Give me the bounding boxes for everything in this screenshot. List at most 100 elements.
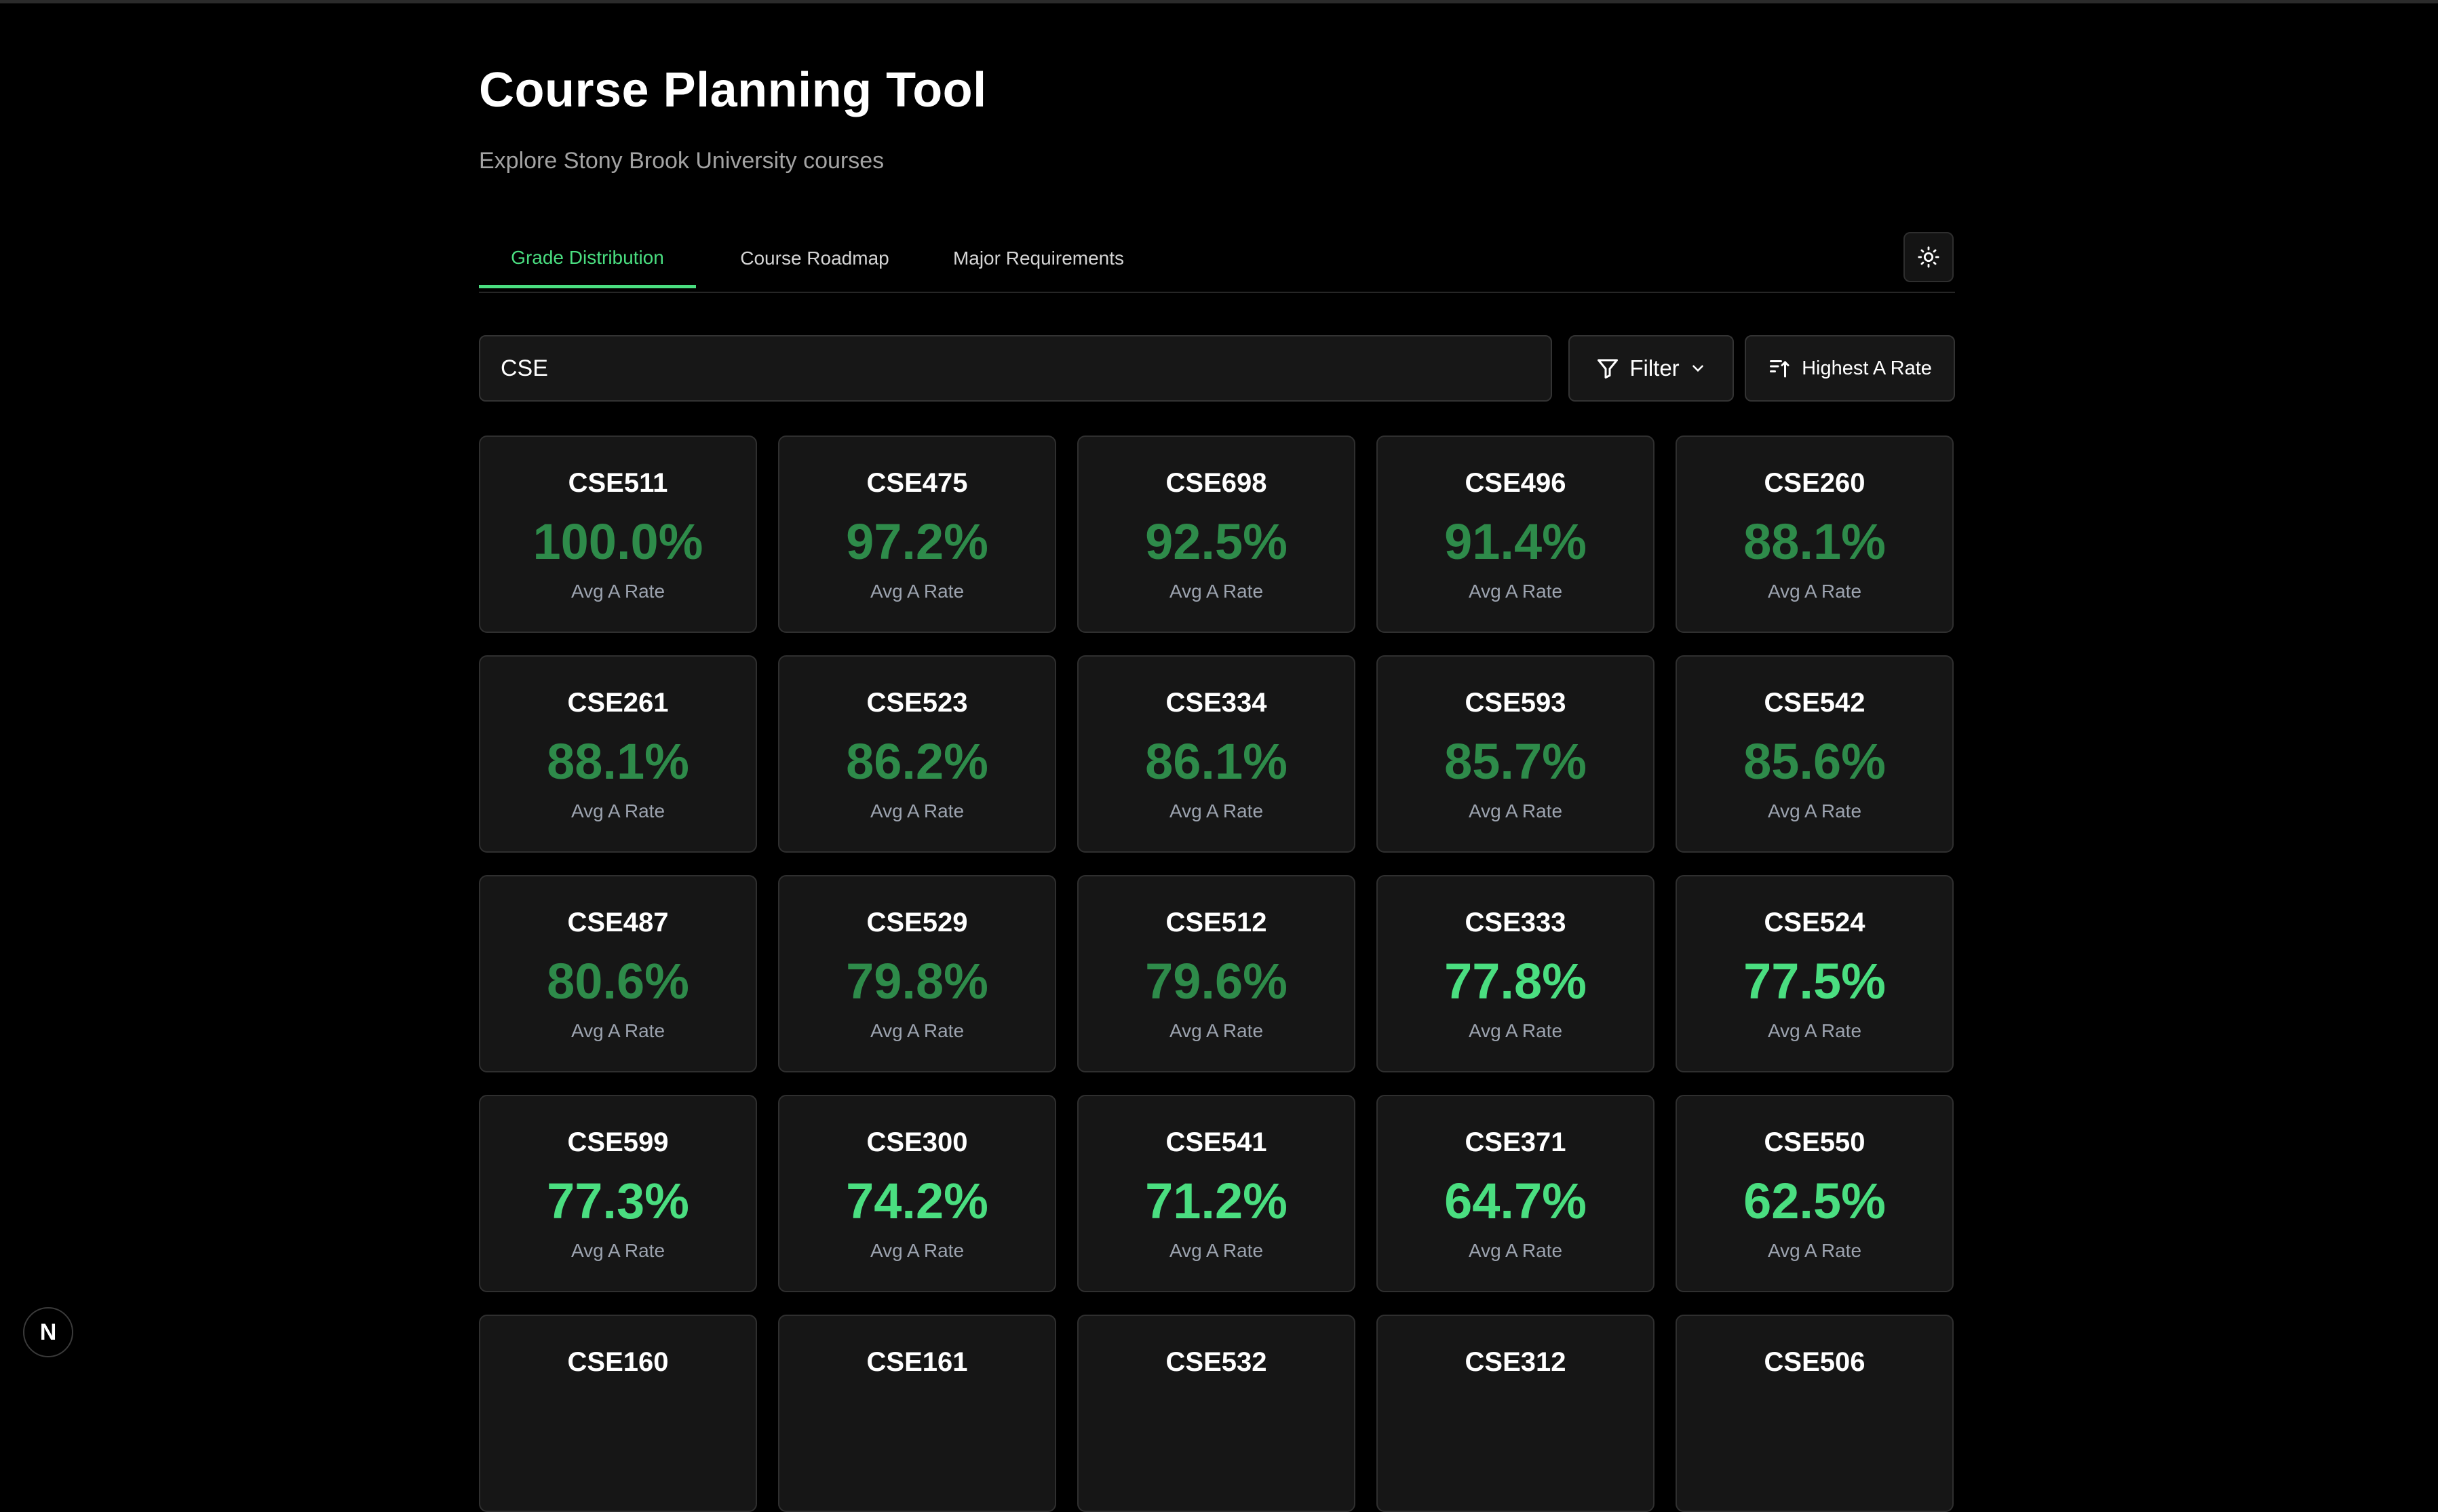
page-subtitle: Explore Stony Brook University courses [479,148,885,174]
course-code: CSE698 [1165,468,1267,498]
course-card[interactable]: CSE161 [778,1315,1056,1512]
course-code: CSE593 [1465,688,1566,718]
course-rate-label: Avg A Rate [570,1020,665,1041]
course-a-rate: 88.1% [1743,513,1886,570]
course-rate-label: Avg A Rate [1468,800,1563,821]
course-card[interactable]: CSE261 88.1% Avg A Rate [479,655,757,853]
course-code: CSE532 [1165,1347,1267,1377]
filter-icon [1598,359,1619,379]
course-a-rate: 77.5% [1743,953,1886,1009]
tab-major-requirements[interactable]: Major Requirements [952,248,1125,269]
course-code: CSE512 [1165,908,1267,937]
course-code: CSE300 [866,1127,968,1157]
course-card[interactable]: CSE512 79.6% Avg A Rate [1077,875,1355,1072]
course-a-rate: 77.3% [547,1173,689,1229]
course-card[interactable]: CSE529 79.8% Avg A Rate [778,875,1056,1072]
course-a-rate: 86.2% [846,733,988,790]
course-card[interactable]: CSE698 92.5% Avg A Rate [1077,435,1355,633]
filter-button[interactable]: Filter [1568,335,1734,402]
framework-badge-icon[interactable]: N [23,1307,73,1357]
course-card[interactable]: CSE371 64.7% Avg A Rate [1376,1095,1655,1292]
course-code: CSE260 [1764,468,1865,498]
course-code: CSE523 [866,688,968,718]
course-card[interactable]: CSE541 71.2% Avg A Rate [1077,1095,1355,1292]
course-code: CSE524 [1764,908,1865,937]
course-rate-label: Avg A Rate [570,1240,665,1261]
tab-bar: Grade Distribution Course Roadmap Major … [479,231,1955,293]
course-code: CSE506 [1764,1347,1865,1377]
course-code: CSE487 [567,908,669,937]
course-a-rate: 79.8% [846,953,988,1009]
course-rate-label: Avg A Rate [1767,581,1862,602]
course-rate-label: Avg A Rate [1468,1020,1563,1041]
course-a-rate: 97.2% [846,513,988,570]
course-card[interactable]: CSE511 100.0% Avg A Rate [479,435,757,633]
course-card[interactable]: CSE300 74.2% Avg A Rate [778,1095,1056,1292]
course-search-input[interactable] [479,335,1552,402]
course-card[interactable]: CSE550 62.5% Avg A Rate [1676,1095,1954,1292]
course-a-rate: 88.1% [547,733,689,790]
course-a-rate: 92.5% [1145,513,1288,570]
filter-label: Filter [1629,355,1680,381]
course-rate-label: Avg A Rate [570,800,665,821]
top-border [0,0,2438,3]
course-card[interactable]: CSE333 77.8% Avg A Rate [1376,875,1655,1072]
course-a-rate: 74.2% [846,1173,988,1229]
course-rate-label: Avg A Rate [1767,1020,1862,1041]
course-rate-label: Avg A Rate [1767,1240,1862,1261]
course-a-rate: 71.2% [1145,1173,1288,1229]
course-a-rate: 100.0% [533,513,703,570]
course-rate-label: Avg A Rate [1468,581,1563,602]
course-card[interactable]: CSE542 85.6% Avg A Rate [1676,655,1954,853]
course-code: CSE541 [1165,1127,1267,1157]
sort-button[interactable]: Highest A Rate [1745,335,1955,402]
course-rate-label: Avg A Rate [1169,800,1264,821]
course-code: CSE529 [866,908,968,937]
course-grid: CSE511 100.0% Avg A Rate CSE475 97.2% Avg A R… [479,435,1955,1512]
course-card[interactable]: CSE496 91.4% Avg A Rate [1376,435,1655,633]
course-code: CSE496 [1465,468,1566,498]
course-rate-label: Avg A Rate [1468,1240,1563,1261]
course-code: CSE550 [1764,1127,1865,1157]
course-rate-label: Avg A Rate [1169,1020,1264,1041]
course-a-rate: 79.6% [1145,953,1288,1009]
course-rate-label: Avg A Rate [1169,1240,1264,1261]
course-rate-label: Avg A Rate [870,1240,965,1261]
course-card[interactable]: CSE312 [1376,1315,1655,1512]
course-a-rate: 91.4% [1444,513,1587,570]
course-a-rate: 77.8% [1444,953,1587,1009]
course-card[interactable]: CSE260 88.1% Avg A Rate [1676,435,1954,633]
course-code: CSE312 [1465,1347,1566,1377]
course-a-rate: 86.1% [1145,733,1288,790]
course-rate-label: Avg A Rate [1767,800,1862,821]
page-title: Course Planning Tool [479,63,987,117]
course-card[interactable]: CSE593 85.7% Avg A Rate [1376,655,1655,853]
course-card[interactable]: CSE334 86.1% Avg A Rate [1077,655,1355,853]
tab-course-roadmap[interactable]: Course Roadmap [740,248,889,269]
course-a-rate: 80.6% [547,953,689,1009]
course-card[interactable]: CSE524 77.5% Avg A Rate [1676,875,1954,1072]
sort-label: Highest A Rate [1802,357,1932,379]
course-card[interactable]: CSE532 [1077,1315,1355,1512]
course-code: CSE333 [1465,908,1566,937]
course-a-rate: 85.7% [1444,733,1587,790]
course-card[interactable]: CSE160 [479,1315,757,1512]
theme-toggle-button[interactable] [1903,232,1954,282]
course-card[interactable]: CSE487 80.6% Avg A Rate [479,875,757,1072]
course-rate-label: Avg A Rate [1169,581,1264,602]
sort-ascending-icon [1770,360,1789,378]
sun-icon [1918,246,1939,268]
course-card[interactable]: CSE599 77.3% Avg A Rate [479,1095,757,1292]
course-card[interactable]: CSE506 [1676,1315,1954,1512]
course-code: CSE475 [866,468,968,498]
course-code: CSE371 [1465,1127,1566,1157]
course-rate-label: Avg A Rate [570,581,665,602]
course-code: CSE334 [1165,688,1267,718]
course-a-rate: 64.7% [1444,1173,1587,1229]
course-rate-label: Avg A Rate [870,800,965,821]
tab-grade-distribution[interactable]: Grade Distribution [479,231,696,288]
course-card[interactable]: CSE475 97.2% Avg A Rate [778,435,1056,633]
course-card[interactable]: CSE523 86.2% Avg A Rate [778,655,1056,853]
chevron-down-icon [1692,365,1703,372]
course-code: CSE511 [568,468,668,498]
